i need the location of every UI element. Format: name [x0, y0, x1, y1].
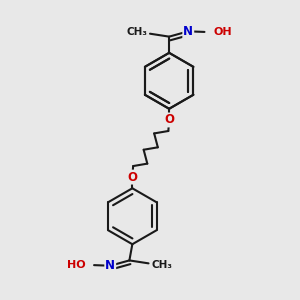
Text: O: O	[164, 113, 174, 127]
Text: N: N	[183, 25, 193, 38]
Text: HO: HO	[67, 260, 85, 270]
Text: CH₃: CH₃	[152, 260, 172, 270]
Text: OH: OH	[213, 27, 232, 37]
Text: CH₃: CH₃	[126, 27, 147, 37]
Text: N: N	[105, 259, 115, 272]
Text: O: O	[127, 171, 137, 184]
